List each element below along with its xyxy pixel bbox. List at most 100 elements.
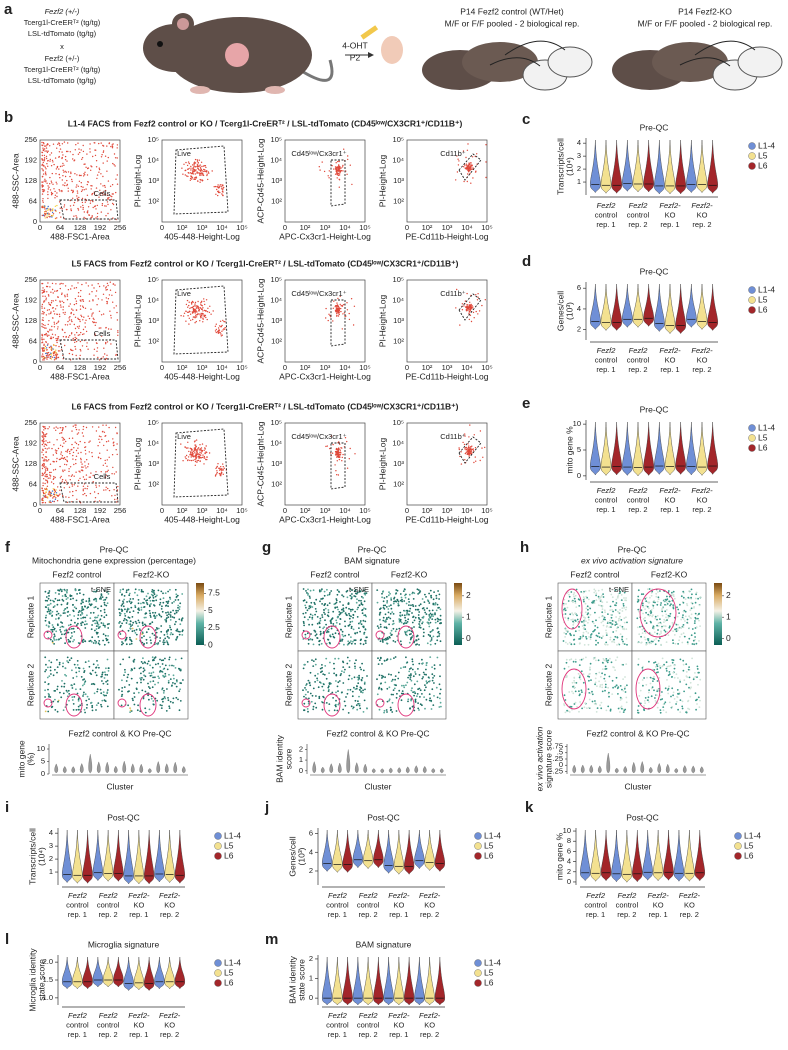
violin <box>601 284 611 331</box>
x-axis-label: APC-Cx3cr1-Height-Log <box>279 514 371 524</box>
tsne-dot <box>437 628 439 630</box>
event-dot <box>203 315 204 316</box>
tsne-dot <box>64 594 66 596</box>
tsne-dot <box>96 691 98 693</box>
event-dot <box>62 458 63 459</box>
event-dot <box>41 334 42 335</box>
tsne-dot <box>162 701 164 703</box>
colorbar-tick-label: 7.5 <box>208 588 220 598</box>
event-dot <box>202 457 203 458</box>
event-dot <box>50 353 51 354</box>
event-dot <box>81 149 82 150</box>
tsne-dot <box>325 608 327 610</box>
tsne-dot <box>358 675 360 677</box>
event-dot <box>44 215 45 216</box>
tsne-dot <box>48 595 50 597</box>
violin <box>590 284 600 329</box>
tsne-dot <box>428 602 430 604</box>
tsne-dot <box>101 615 103 617</box>
event-dot <box>59 300 60 301</box>
event-dot <box>42 148 43 149</box>
event-dot <box>222 191 223 192</box>
event-dot <box>82 209 83 210</box>
event-dot <box>48 320 49 321</box>
tsne-dot <box>182 679 184 681</box>
tsne-dot <box>53 638 55 640</box>
event-dot <box>113 442 114 443</box>
event-dot <box>219 192 220 193</box>
event-dot <box>70 479 71 480</box>
tsne-dot <box>66 598 68 600</box>
tsne-dot <box>430 590 432 592</box>
tsne-dot <box>73 709 75 711</box>
event-dot <box>57 328 58 329</box>
tsne-dot <box>72 610 74 612</box>
group-label: KO <box>697 355 708 364</box>
event-dot <box>65 336 66 337</box>
tsne-dot <box>133 692 135 694</box>
tsne-dot <box>430 616 432 618</box>
event-dot <box>190 180 191 181</box>
tsne-dot <box>347 689 349 691</box>
event-dot <box>44 446 45 447</box>
tsne-dot <box>178 631 180 633</box>
event-dot <box>198 460 199 461</box>
tsne-dot <box>366 636 368 638</box>
group-label: control <box>616 900 639 909</box>
y-tick-label: 3 <box>49 841 53 850</box>
y-tick-label: 10³ <box>148 316 159 325</box>
y-tick-label: 10² <box>393 479 404 488</box>
event-dot <box>201 173 202 174</box>
event-dot <box>83 217 84 218</box>
tsne-dot <box>151 621 153 623</box>
event-dot <box>69 453 70 454</box>
tsne-dot <box>392 702 394 704</box>
group-label: rep. 2 <box>160 1030 179 1039</box>
tsne-dot <box>66 607 68 609</box>
tsne-dot <box>355 688 357 690</box>
event-dot <box>44 189 45 190</box>
event-dot <box>109 490 110 491</box>
event-dot <box>44 460 45 461</box>
tsne-dot <box>323 697 325 699</box>
tsne-dot <box>97 664 99 666</box>
event-dot <box>50 313 51 314</box>
tsne-dot <box>169 707 171 709</box>
tsne-dot <box>81 621 83 623</box>
event-dot <box>82 157 83 158</box>
event-dot <box>109 219 110 220</box>
event-dot <box>216 470 217 471</box>
event-dot <box>481 305 482 306</box>
tsne-dot <box>393 640 395 642</box>
event-dot <box>209 312 210 313</box>
event-dot <box>461 463 462 464</box>
event-dot <box>468 445 469 446</box>
event-dot <box>51 481 52 482</box>
gate-label: Cd45ˡᵒʷ/Cx3cr1⁺ <box>291 432 346 441</box>
tsne-dot <box>320 631 322 633</box>
event-dot <box>51 350 52 351</box>
tsne-dot <box>148 672 150 674</box>
tsne-dot <box>66 589 68 591</box>
group-label: rep. 1 <box>129 910 148 919</box>
tsne-dot <box>392 623 394 625</box>
tsne-dot <box>328 703 330 705</box>
tsne-dot <box>356 598 358 600</box>
tsne-dot <box>129 601 131 603</box>
event-dot <box>325 446 326 447</box>
tsne-dot <box>170 634 172 636</box>
tsne-dot <box>337 594 339 596</box>
event-dot <box>77 282 78 283</box>
event-dot <box>200 179 201 180</box>
event-dot <box>56 340 57 341</box>
event-dot <box>71 476 72 477</box>
tsne-dot <box>119 612 121 614</box>
y-tick-label: 10³ <box>148 459 159 468</box>
event-dot <box>44 473 45 474</box>
violin <box>697 422 707 475</box>
event-dot <box>82 198 83 199</box>
column-label: Fezf2-KO <box>133 569 170 579</box>
event-dot <box>99 453 100 454</box>
event-dot <box>200 317 201 318</box>
tsne-dot <box>348 634 350 636</box>
